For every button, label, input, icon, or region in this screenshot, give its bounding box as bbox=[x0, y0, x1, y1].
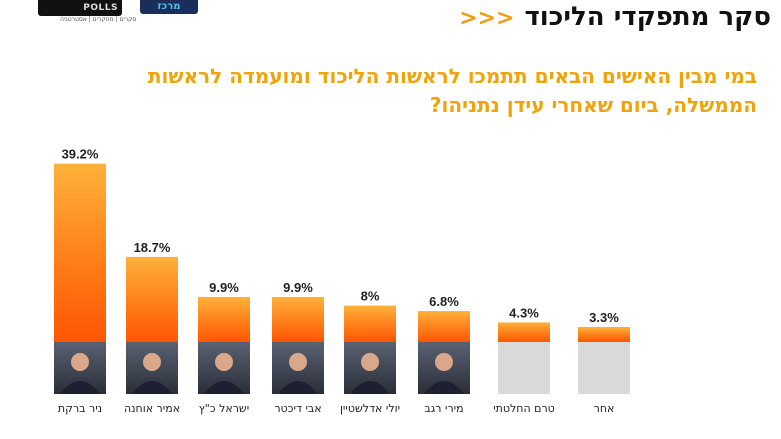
bar-2 bbox=[198, 296, 250, 342]
portrait-head-icon bbox=[71, 353, 89, 371]
value-label-3: 9.9% bbox=[283, 280, 313, 295]
category-label-3: אבי דיכטר bbox=[274, 402, 321, 415]
value-label-2: 9.9% bbox=[209, 280, 239, 295]
portrait-body-icon bbox=[204, 381, 244, 394]
polls-logo-text: POLLS bbox=[83, 3, 118, 13]
bar-6 bbox=[498, 322, 550, 342]
portrait-body-icon bbox=[278, 381, 318, 394]
bar-5 bbox=[418, 311, 470, 342]
bar-7 bbox=[578, 326, 630, 342]
portrait-head-icon bbox=[435, 353, 453, 371]
category-label-5: מירי רגב bbox=[424, 402, 463, 415]
chart-question: במי מבין האישים הבאים תתמכו לראשות הליכו… bbox=[147, 64, 757, 117]
portrait-body-icon bbox=[350, 381, 390, 394]
category-label-7: אחר bbox=[594, 402, 615, 415]
value-label-5: 6.8% bbox=[429, 294, 459, 309]
title-text: סקר מתפקדי הליכוד bbox=[524, 2, 771, 32]
top-bar: POLLS סקרים | מחקרים | אסטרטגיה מרכז סקר… bbox=[0, 0, 781, 38]
category-label-6: טרם החלטתי bbox=[493, 402, 555, 415]
category-label-2: ישראל כ"ץ bbox=[199, 402, 249, 415]
category-label-4: יולי אדלשטיין bbox=[340, 402, 400, 415]
portrait-head-icon bbox=[215, 353, 233, 371]
title-arrows-icon: <<< bbox=[459, 6, 515, 31]
photo-placeholder-6 bbox=[498, 342, 550, 394]
portrait-body-icon bbox=[60, 381, 100, 394]
value-label-7: 3.3% bbox=[589, 310, 619, 325]
photo-placeholder-7 bbox=[578, 342, 630, 394]
portrait-body-icon bbox=[132, 381, 172, 394]
page-title: סקר מתפקדי הליכוד <<< bbox=[459, 2, 771, 32]
polls-logo-subtitle: סקרים | מחקרים | אסטרטגיה bbox=[60, 16, 137, 23]
portrait-head-icon bbox=[143, 353, 161, 371]
polls-logo: POLLS bbox=[38, 0, 122, 16]
category-label-1: אמיר אוחנה bbox=[124, 402, 180, 415]
category-label-0: ניר ברקת bbox=[58, 402, 102, 415]
partner-logo: מרכז bbox=[140, 0, 198, 14]
bar-1 bbox=[126, 256, 178, 342]
portrait-head-icon bbox=[361, 353, 379, 371]
value-label-6: 4.3% bbox=[509, 305, 539, 320]
value-label-1: 18.7% bbox=[134, 240, 171, 255]
portrait-head-icon bbox=[289, 353, 307, 371]
bar-4 bbox=[344, 305, 396, 342]
value-label-4: 8% bbox=[361, 289, 380, 304]
portrait-body-icon bbox=[424, 381, 464, 394]
bar-3 bbox=[272, 296, 324, 342]
value-label-0: 39.2% bbox=[62, 147, 99, 162]
bar-0 bbox=[54, 163, 106, 342]
